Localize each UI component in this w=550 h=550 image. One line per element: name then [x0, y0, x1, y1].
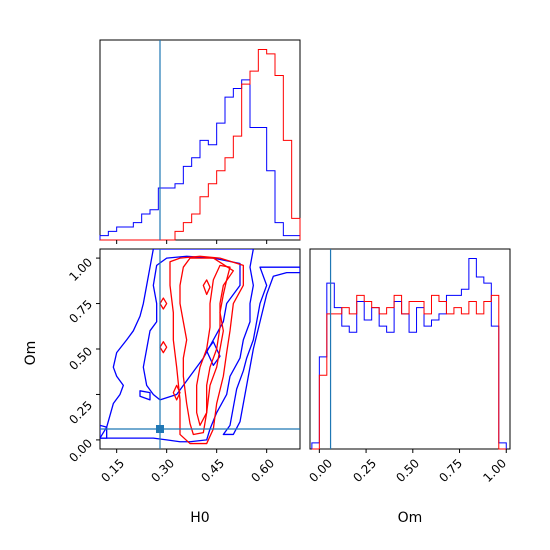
contour-red-9	[159, 341, 168, 354]
contour-red-6	[179, 257, 234, 436]
h0-om-contour-panel	[96, 249, 300, 453]
hist-series-red-1	[311, 294, 507, 450]
truth-marker	[156, 425, 164, 433]
hist-series-blue-0	[99, 79, 301, 240]
contour-red-11	[159, 297, 168, 310]
h0-hist-frame	[99, 39, 301, 241]
tick-label-omy-4: 1.00	[66, 255, 95, 284]
contour-blue-4	[139, 390, 151, 401]
contour-red-12	[202, 279, 211, 296]
tick-label-omx-0: 0.00	[306, 456, 335, 485]
tick-label-h0-1: 0.30	[148, 456, 177, 485]
tick-label-omy-1: 0.25	[66, 398, 95, 427]
tick-label-h0-3: 0.60	[248, 456, 277, 485]
tick-label-h0-0: 0.15	[98, 456, 127, 485]
h0-tick-labels: 0.15 0.30 0.45 0.60	[98, 456, 277, 485]
om-y-tick-labels: 0.00 0.25 0.50 0.75 1.00	[66, 255, 95, 465]
tick-label-omx-3: 0.75	[436, 456, 465, 485]
contour-red-8	[169, 255, 244, 445]
hist-series-red-1	[100, 49, 301, 241]
tick-label-omy-3: 0.75	[66, 297, 95, 326]
contour-blue-1	[100, 424, 108, 439]
tick-label-omx-1: 0.25	[350, 456, 379, 485]
h0-om-contour-frame	[99, 248, 301, 450]
h0-histogram-panel	[99, 40, 301, 244]
tick-label-omx-4: 1.00	[480, 456, 509, 485]
tick-label-omy-0: 0.00	[66, 436, 95, 465]
x-axis-label-om: Om	[398, 510, 423, 526]
tick-label-omy-2: 0.50	[66, 344, 95, 373]
contour-blue-2	[142, 255, 241, 401]
om-hist-frame	[309, 248, 511, 450]
contour-blue-0	[100, 249, 254, 443]
contour-blue-3	[222, 266, 300, 436]
om-x-tick-labels: 0.00 0.25 0.50 0.75 1.00	[306, 456, 509, 485]
tick-label-h0-2: 0.45	[198, 456, 227, 485]
tick-label-omx-2: 0.50	[393, 456, 422, 485]
contour-lines	[100, 249, 300, 445]
om-histogram-panel	[311, 249, 507, 453]
y-axis-label-om: Om	[23, 341, 39, 366]
x-axis-label-h0: H0	[190, 510, 209, 526]
contour-red-7	[196, 264, 231, 427]
contour-red-10	[172, 384, 181, 401]
hist-series-blue-0	[311, 258, 507, 449]
